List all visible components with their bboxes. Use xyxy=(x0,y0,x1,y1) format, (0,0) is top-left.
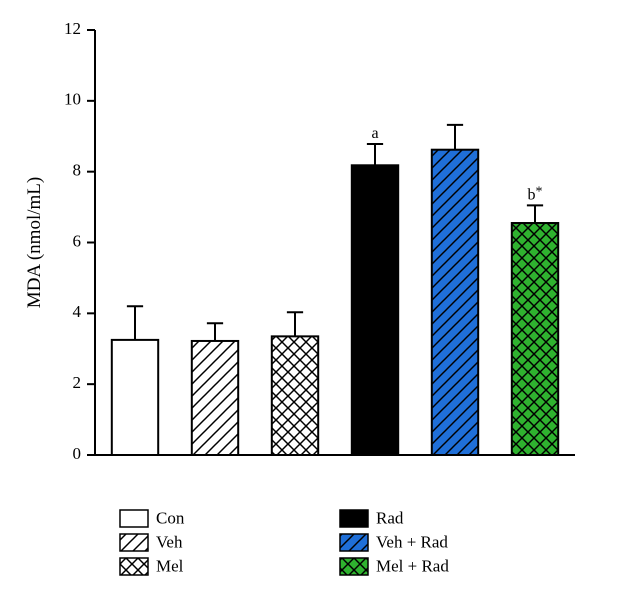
y-tick-label: 6 xyxy=(73,231,82,250)
y-tick-label: 4 xyxy=(73,302,82,321)
y-tick-label: 12 xyxy=(64,19,81,38)
legend-swatch xyxy=(340,558,368,575)
bar-mel xyxy=(272,336,318,455)
legend-label: Rad xyxy=(376,509,404,528)
bar-veh xyxy=(192,341,238,455)
legend-label: Mel xyxy=(156,557,184,576)
y-tick-label: 10 xyxy=(64,90,81,109)
y-tick-label: 2 xyxy=(73,373,82,392)
y-tick-label: 8 xyxy=(73,161,82,180)
legend-label: Mel + Rad xyxy=(376,557,449,576)
legend-swatch xyxy=(120,558,148,575)
chart-svg: ab*024681012MDA (nmol/mL)ConVehMelRadVeh… xyxy=(0,0,642,605)
y-tick-label: 0 xyxy=(73,444,82,463)
legend-swatch xyxy=(340,534,368,551)
bar-con xyxy=(112,340,158,455)
mda-bar-chart: ab*024681012MDA (nmol/mL)ConVehMelRadVeh… xyxy=(0,0,642,605)
bar-veh-rad xyxy=(432,150,478,455)
y-axis-label: MDA (nmol/mL) xyxy=(24,177,45,308)
legend-swatch xyxy=(120,510,148,527)
bar-annotation: a xyxy=(371,125,378,142)
bar-rad xyxy=(352,165,398,455)
legend-swatch xyxy=(120,534,148,551)
bar-mel-rad xyxy=(512,223,558,455)
legend-label: Veh + Rad xyxy=(376,533,448,552)
legend-label: Veh xyxy=(156,533,183,552)
legend-swatch xyxy=(340,510,368,527)
legend-label: Con xyxy=(156,509,185,528)
